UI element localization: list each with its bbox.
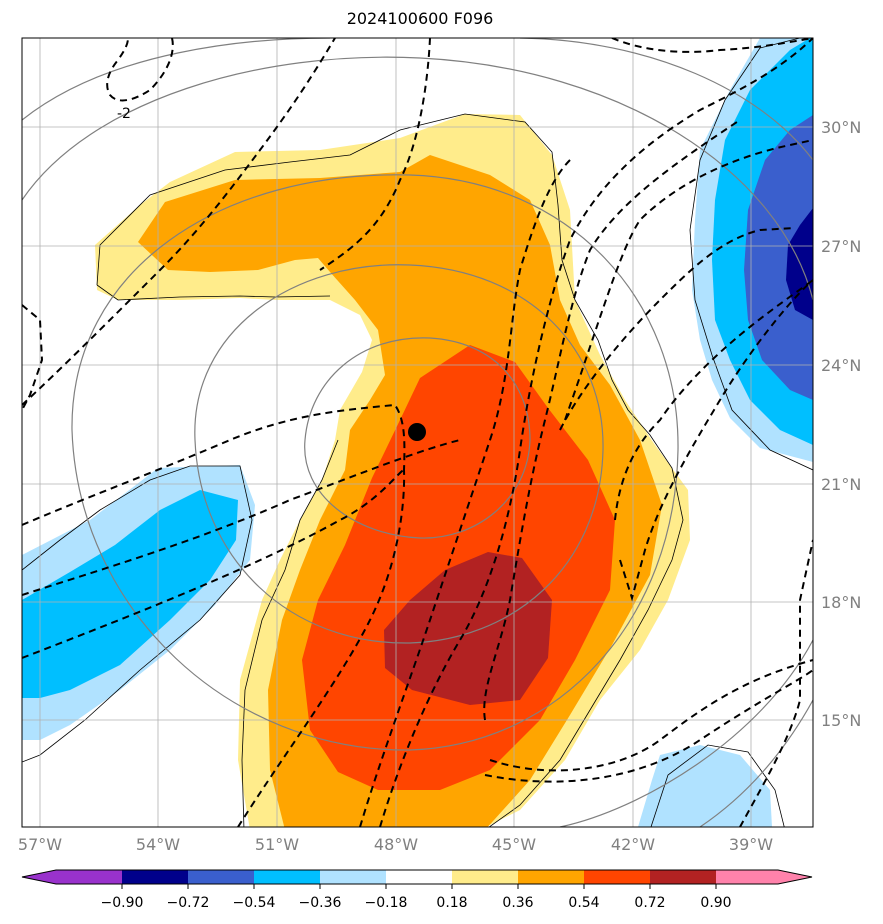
gridlines (22, 38, 813, 827)
colorbar-segment (254, 870, 320, 884)
lon-label: 54°W (136, 835, 180, 854)
lat-label: 18°N (821, 593, 861, 612)
latitude-labels: 30°N 27°N 24°N 21°N 18°N 15°N (821, 118, 861, 730)
lon-label: 57°W (18, 835, 62, 854)
map-title: 2024100600 F096 (346, 9, 494, 28)
lon-label: 45°W (492, 835, 536, 854)
colorbar-label: 0.72 (634, 895, 665, 911)
lat-label: 21°N (821, 475, 861, 494)
colorbar-label: −0.18 (365, 895, 408, 911)
colorbar-segment (386, 870, 452, 884)
colorbar-label: 0.90 (700, 895, 731, 911)
colorbar-extend-low (22, 870, 56, 884)
colorbar-segment (122, 870, 188, 884)
lat-label: 15°N (821, 711, 861, 730)
colorbar-segment (188, 870, 254, 884)
lat-label: 24°N (821, 356, 861, 375)
colorbar-label: 0.18 (436, 895, 467, 911)
colorbar-segment (518, 870, 584, 884)
colorbar-label: −0.90 (101, 895, 144, 911)
colorbar-label: 0.54 (568, 895, 599, 911)
colorbar-extend-high (778, 870, 812, 884)
lon-label: 42°W (611, 835, 655, 854)
colorbar-segment (650, 870, 716, 884)
geopotential-contours (22, 38, 813, 827)
colorbar-segment (320, 870, 386, 884)
colorbar-ticks (121, 884, 717, 889)
colorbar-segment (584, 870, 650, 884)
colorbar: −0.90 −0.72 −0.54 −0.36 −0.18 0.18 0.36 … (21, 869, 813, 911)
map-frame (21, 37, 814, 828)
colorbar-segment (452, 870, 518, 884)
lat-label: 30°N (821, 118, 861, 137)
colorbar-outline (21, 869, 813, 885)
lon-label: 39°W (729, 835, 773, 854)
lon-label: 48°W (374, 835, 418, 854)
storm-center-marker (408, 423, 426, 441)
map-plot-area: -2 (22, 38, 813, 827)
lat-label: 27°N (821, 237, 861, 256)
colorbar-label: −0.36 (299, 895, 342, 911)
lon-label: 51°W (255, 835, 299, 854)
contour-label: -2 (117, 106, 131, 122)
dashed-contours (22, 38, 813, 827)
zero-contour-lines (22, 38, 813, 827)
colorbar-label: 0.36 (502, 895, 533, 911)
colorbar-segment (56, 870, 122, 884)
longitude-labels: 57°W 54°W 51°W 48°W 45°W 42°W 39°W (18, 835, 773, 854)
colorbar-label: −0.54 (233, 895, 276, 911)
colorbar-segment (716, 870, 778, 884)
colorbar-label: −0.72 (167, 895, 210, 911)
